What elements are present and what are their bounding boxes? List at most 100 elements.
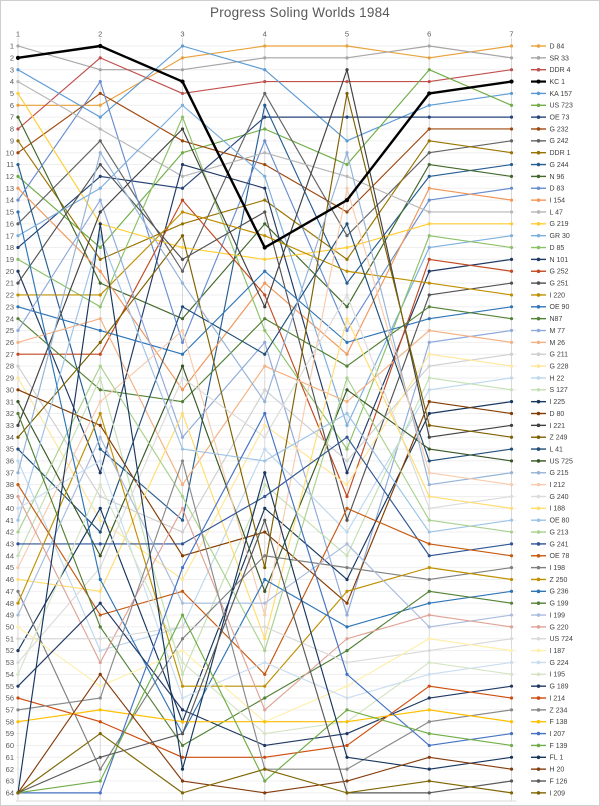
data-point-marker — [16, 186, 20, 190]
legend-marker-dot — [536, 233, 541, 238]
y-tick-label: 61 — [6, 753, 14, 762]
legend-item-i-214: I 214 — [531, 695, 565, 702]
data-point-marker — [345, 328, 349, 333]
data-point-marker — [509, 530, 514, 534]
legend-label: OE 90 — [550, 304, 570, 311]
data-point-marker — [427, 601, 431, 605]
series-line-i-198 — [16, 554, 514, 771]
y-tick-label: 32 — [6, 409, 14, 418]
data-point-marker — [180, 139, 185, 143]
data-point-marker — [98, 400, 102, 404]
legend-item-z-249: Z 249 — [531, 435, 568, 442]
legend-item-h-22: H 22 — [531, 375, 564, 382]
data-point-marker — [98, 767, 102, 771]
legend-item-l-47: L 47 — [531, 209, 563, 216]
data-point-marker — [180, 364, 185, 368]
data-point-marker — [345, 672, 349, 676]
data-point-marker — [263, 305, 267, 309]
legend-item-i-225: I 225 — [531, 399, 565, 406]
data-point-marker — [16, 471, 20, 475]
data-point-marker — [427, 708, 431, 712]
data-point-marker — [345, 767, 349, 771]
data-point-marker — [509, 518, 514, 522]
legend-marker-dot — [536, 352, 541, 357]
legend-label: G 244 — [550, 162, 569, 169]
legend-marker-dot — [536, 684, 541, 688]
legend-item-m-26: M 26 — [531, 340, 565, 347]
data-point-marker — [263, 518, 267, 522]
data-point-marker — [427, 352, 431, 356]
data-point-marker — [509, 731, 514, 736]
data-point-marker — [427, 210, 431, 214]
y-tick-label: 18 — [6, 243, 14, 252]
legend-marker-dot — [536, 364, 541, 368]
data-point-marker — [345, 210, 349, 214]
legend-item-n87: N87 — [531, 316, 562, 323]
legend-item-g-251: G 251 — [531, 281, 569, 288]
x-tick-label: 3 — [180, 30, 184, 39]
data-point-marker — [180, 435, 185, 439]
data-point-marker — [263, 755, 267, 759]
data-point-marker — [427, 625, 431, 629]
data-point-marker — [98, 245, 102, 250]
series-line-g-213 — [16, 364, 514, 653]
data-point-marker — [427, 269, 431, 273]
legend-item-g-189: G 189 — [531, 684, 569, 691]
data-point-marker — [509, 660, 514, 665]
data-point-marker — [345, 400, 349, 404]
legend-item-oe-90: OE 90 — [531, 304, 569, 311]
data-point-marker — [427, 328, 431, 333]
data-point-marker — [345, 269, 349, 273]
data-point-marker — [427, 435, 431, 439]
legend-item-z-234: Z 234 — [531, 707, 568, 714]
legend-item-us-725: US 725 — [531, 458, 573, 465]
y-tick-label: 1 — [10, 42, 14, 51]
legend-label: G 213 — [550, 529, 569, 536]
legend-label: SR 33 — [550, 55, 570, 62]
legend-marker-dot — [536, 530, 541, 534]
data-point-marker — [16, 554, 20, 558]
series-line-z-250 — [16, 411, 514, 688]
data-point-marker — [98, 483, 102, 487]
y-tick-label: 3 — [10, 65, 14, 74]
legend-label: Z 250 — [550, 577, 568, 584]
legend-label: US 723 — [550, 103, 573, 110]
y-tick-label: 60 — [6, 741, 14, 750]
data-point-marker — [345, 554, 349, 558]
legend-item-i-195: I 195 — [531, 672, 565, 679]
data-point-marker — [263, 660, 267, 665]
data-point-marker — [98, 471, 102, 475]
series-line-i-154 — [16, 186, 514, 392]
data-point-marker — [509, 257, 514, 261]
series-line-l-41 — [16, 222, 514, 534]
legend-item-i-212: I 212 — [531, 482, 565, 489]
data-point-marker — [180, 222, 185, 226]
data-point-marker — [98, 720, 102, 724]
data-point-marker — [427, 589, 431, 593]
data-point-marker — [345, 471, 349, 475]
legend-label: I 188 — [550, 506, 566, 513]
data-point-marker — [98, 293, 102, 297]
data-point-marker — [180, 743, 185, 748]
data-point-marker — [98, 755, 102, 759]
data-point-marker — [16, 637, 20, 641]
data-point-marker — [345, 435, 349, 439]
y-tick-label: 2 — [10, 53, 14, 62]
data-point-marker — [345, 115, 349, 119]
data-point-marker — [98, 779, 102, 783]
legend-item-us-724: US 724 — [531, 636, 573, 643]
data-point-marker — [98, 68, 102, 72]
series-line-i-209 — [16, 731, 514, 795]
data-point-marker — [263, 506, 267, 510]
y-tick-label: 8 — [10, 125, 14, 134]
y-tick-label: 53 — [6, 658, 14, 667]
legend-item-i-187: I 187 — [531, 648, 565, 655]
series-line-ka-157 — [16, 44, 514, 143]
legend-marker-dot — [536, 589, 541, 594]
data-point-marker — [427, 459, 431, 463]
legend-label: G 241 — [550, 541, 569, 548]
data-point-marker — [180, 791, 185, 795]
data-point-marker — [16, 400, 20, 404]
series-line-g-240 — [16, 293, 514, 665]
